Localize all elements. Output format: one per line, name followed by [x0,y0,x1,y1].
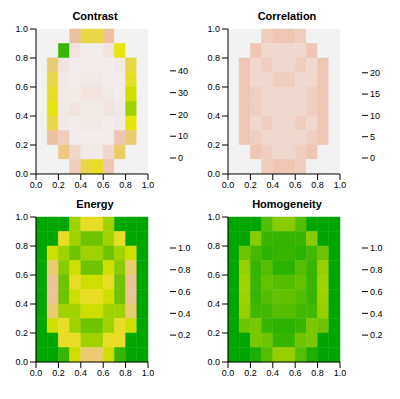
svg-text:1.0: 1.0 [207,24,220,34]
svg-text:0.8: 0.8 [119,368,132,378]
svg-text:0.8: 0.8 [119,180,132,190]
svg-text:0.6: 0.6 [97,180,110,190]
svg-text:0.8: 0.8 [178,265,191,275]
svg-text:1.0: 1.0 [334,180,346,190]
svg-text:1.0: 1.0 [178,243,191,253]
svg-text:20: 20 [178,110,188,120]
svg-text:1.0: 1.0 [15,212,28,222]
html-text:Energy: Energy [76,198,114,210]
svg-text:0.2: 0.2 [15,140,28,150]
svg-text:0.6: 0.6 [178,287,191,297]
svg-text:0.8: 0.8 [15,53,28,63]
svg-text:0: 0 [370,153,375,163]
svg-text:15: 15 [370,89,380,99]
svg-text:1.0: 1.0 [370,243,383,253]
svg-text:0.4: 0.4 [207,299,220,309]
svg-text:0.6: 0.6 [289,180,302,190]
svg-text:1.0: 1.0 [207,212,220,222]
html-text:Correlation: Correlation [257,10,317,22]
svg-text:1.0: 1.0 [334,368,346,378]
svg-text:1.0: 1.0 [15,24,28,34]
svg-text:0.2: 0.2 [244,180,257,190]
svg-text:0.0: 0.0 [207,357,220,367]
svg-text:0.0: 0.0 [207,169,220,179]
svg-text:0.2: 0.2 [370,330,383,340]
svg-text:0.6: 0.6 [370,287,383,297]
svg-text:0.8: 0.8 [207,53,220,63]
svg-text:0.0: 0.0 [15,169,28,179]
svg-text:0.4: 0.4 [207,111,220,121]
svg-text:0.6: 0.6 [207,270,220,280]
svg-text:30: 30 [178,88,188,98]
svg-text:0.8: 0.8 [311,368,324,378]
svg-text:0.4: 0.4 [267,180,280,190]
svg-text:0: 0 [178,153,183,163]
svg-text:0.2: 0.2 [207,140,220,150]
svg-text:0.2: 0.2 [15,328,28,338]
svg-text:10: 10 [370,111,380,121]
svg-text:0.4: 0.4 [75,368,88,378]
svg-text:0.6: 0.6 [289,368,302,378]
svg-text:0.0: 0.0 [15,357,28,367]
svg-text:0.6: 0.6 [15,270,28,280]
svg-text:0.8: 0.8 [311,180,324,190]
svg-text:0.6: 0.6 [97,368,110,378]
svg-text:0.0: 0.0 [30,180,43,190]
html-text:Homogeneity: Homogeneity [252,198,322,210]
svg-text:0.8: 0.8 [370,265,383,275]
svg-text:0.4: 0.4 [370,309,383,319]
svg-text:0.8: 0.8 [15,241,28,251]
svg-text:0.0: 0.0 [222,368,235,378]
svg-text:1.0: 1.0 [142,180,154,190]
svg-text:0.0: 0.0 [222,180,235,190]
svg-text:0.4: 0.4 [15,299,28,309]
svg-text:20: 20 [370,68,380,78]
svg-text:0.2: 0.2 [178,330,191,340]
svg-text:0.2: 0.2 [207,328,220,338]
svg-text:0.4: 0.4 [15,111,28,121]
svg-text:40: 40 [178,66,188,76]
svg-text:0.2: 0.2 [52,180,65,190]
svg-text:0.4: 0.4 [178,309,191,319]
svg-text:0.4: 0.4 [75,180,88,190]
svg-text:10: 10 [178,131,188,141]
svg-text:0.2: 0.2 [244,368,257,378]
svg-text:0.4: 0.4 [267,368,280,378]
svg-text:5: 5 [370,132,375,142]
svg-text:0.6: 0.6 [15,82,28,92]
svg-text:0.6: 0.6 [207,82,220,92]
svg-text:0.0: 0.0 [30,368,43,378]
svg-text:0.8: 0.8 [207,241,220,251]
svg-text:1.0: 1.0 [142,368,154,378]
html-text:Contrast: Contrast [72,10,118,22]
svg-text:0.2: 0.2 [52,368,65,378]
